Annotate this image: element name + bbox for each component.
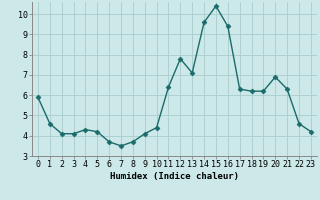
- X-axis label: Humidex (Indice chaleur): Humidex (Indice chaleur): [110, 172, 239, 181]
